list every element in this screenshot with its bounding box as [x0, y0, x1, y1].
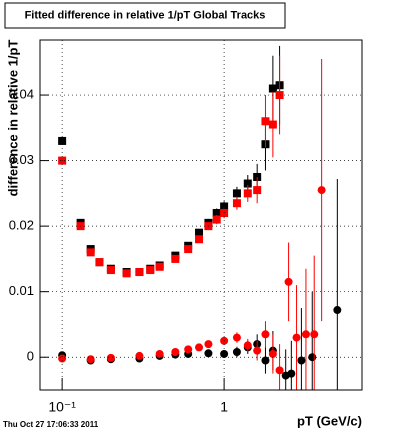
marker: [268, 349, 277, 358]
marker: [232, 189, 241, 198]
marker: [243, 189, 252, 198]
marker: [275, 366, 284, 375]
marker: [106, 353, 115, 362]
marker: [243, 341, 252, 350]
y-tick-label: 0.02: [9, 218, 34, 233]
marker: [146, 266, 155, 275]
marker: [220, 209, 229, 218]
marker: [184, 345, 193, 354]
marker: [195, 343, 204, 352]
y-tick-label: 0.04: [9, 86, 34, 101]
marker: [155, 262, 164, 271]
marker: [261, 330, 270, 339]
marker: [86, 248, 95, 257]
marker: [268, 120, 277, 129]
marker: [195, 235, 204, 244]
marker: [171, 254, 180, 263]
marker: [253, 346, 262, 355]
marker: [220, 349, 229, 358]
marker: [301, 330, 310, 339]
marker: [106, 266, 115, 275]
marker: [268, 84, 277, 93]
y-tick-label: 0: [27, 349, 34, 364]
marker: [171, 347, 180, 356]
footer: Thu Oct 27 17:06:33 2011: [3, 420, 99, 429]
marker: [95, 258, 104, 267]
x-tick-label: 1: [220, 399, 228, 415]
marker: [261, 356, 270, 365]
plot-area: [58, 45, 342, 390]
marker: [155, 349, 164, 358]
marker: [333, 306, 342, 315]
marker: [232, 347, 241, 356]
y-tick-label: 0.03: [9, 152, 34, 167]
marker: [284, 277, 293, 286]
marker: [275, 91, 284, 100]
marker: [220, 202, 229, 211]
marker: [135, 268, 144, 277]
marker: [204, 340, 213, 349]
data-layer: [58, 45, 342, 390]
marker: [184, 245, 193, 254]
chart-title: Fitted difference in relative 1/pT Globa…: [25, 9, 266, 21]
x-axis-label: pT (GeV/c): [297, 413, 362, 428]
marker: [195, 228, 204, 237]
marker: [122, 269, 131, 278]
marker: [212, 215, 221, 224]
x-tick-label: 10⁻¹: [48, 399, 76, 415]
y-axis-label: difference in relative 1/pT: [5, 40, 20, 197]
marker: [243, 179, 252, 188]
marker: [310, 330, 319, 339]
marker: [204, 349, 213, 358]
marker: [135, 351, 144, 360]
marker: [261, 117, 270, 126]
marker: [297, 356, 306, 365]
marker: [58, 354, 67, 363]
marker: [317, 186, 326, 195]
marker: [232, 199, 241, 208]
marker: [86, 355, 95, 364]
marker: [212, 209, 221, 218]
y-tick-label: 0.01: [9, 283, 34, 298]
marker: [232, 333, 241, 342]
marker: [287, 369, 296, 378]
title-box: [4, 2, 286, 29]
marker: [292, 333, 301, 342]
marker: [253, 186, 262, 195]
plot-frame: [39, 39, 363, 391]
